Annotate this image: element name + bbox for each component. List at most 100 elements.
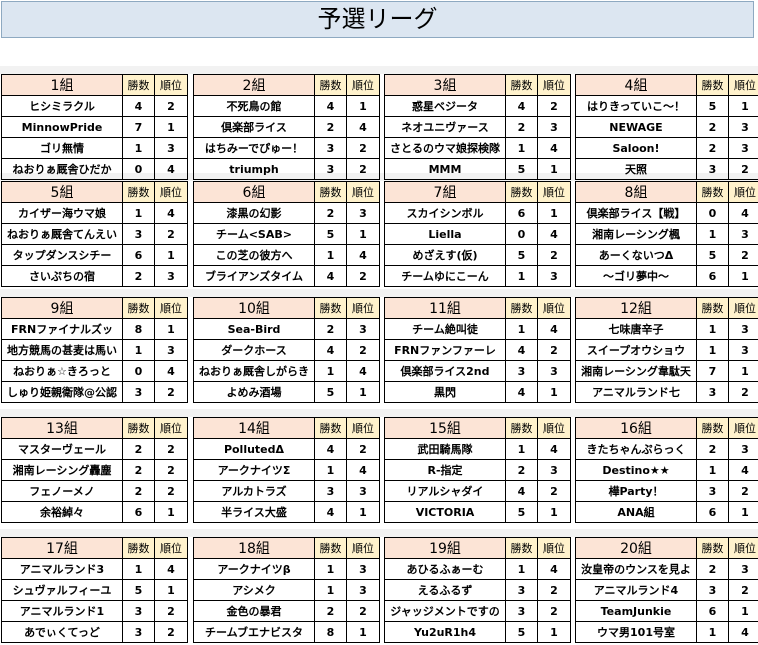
team-row: Destino★★ 1 4 — [575, 459, 758, 481]
wins: 0 — [696, 202, 729, 224]
team-row: ねおりぁ厩舎ひだか 0 4 — [1, 158, 188, 180]
team-name: ゴリ無情 — [1, 137, 123, 159]
team-row: 金色の暴君 2 2 — [193, 600, 380, 622]
wins: 3 — [696, 579, 729, 601]
wins-header: 勝数 — [696, 74, 729, 96]
wins-header: 勝数 — [122, 297, 155, 319]
wins: 5 — [505, 621, 538, 643]
team-name: ダークホース — [193, 339, 315, 361]
wins: 3 — [696, 158, 729, 180]
rank: 4 — [346, 360, 380, 382]
rank-header: 順位 — [728, 417, 758, 439]
group-name: 14組 — [193, 417, 315, 439]
group-table: 2組 勝数 順位 不死鳥の館 4 1 倶楽部ライス 2 4 はちみーでぴゅー！ 3 2 triumph 3… — [193, 74, 380, 180]
rank: 4 — [346, 116, 380, 138]
rank: 3 — [346, 202, 380, 224]
wins-header: 勝数 — [696, 537, 729, 559]
team-row: Liella 0 4 — [384, 223, 571, 245]
team-name: シュヴァルフィーユ — [1, 579, 123, 601]
team-row: アシメク 1 3 — [193, 579, 380, 601]
rank: 1 — [346, 621, 380, 643]
header-row: 5組 勝数 順位 — [1, 181, 188, 203]
team-name: チームゆにこーん — [384, 265, 506, 287]
rank: 2 — [154, 95, 188, 117]
wins: 1 — [505, 438, 538, 460]
header-row: 2組 勝数 順位 — [193, 74, 380, 96]
wins: 2 — [505, 459, 538, 481]
team-row: ダークホース 4 2 — [193, 339, 380, 361]
rank: 2 — [154, 480, 188, 502]
wins: 2 — [505, 116, 538, 138]
rank: 1 — [154, 244, 188, 266]
group-table: 19組 勝数 順位 あひるふぁーむ 1 4 えるふるず 3 2 ジャッジメントですの 3 2 Yu2uR… — [384, 537, 571, 643]
team-name: めざえす(仮) — [384, 244, 506, 266]
team-name: この芝の彼方へ — [193, 244, 315, 266]
team-name: PollutedΔ — [193, 438, 315, 460]
header-row: 4組 勝数 順位 — [575, 74, 758, 96]
group-name: 15組 — [384, 417, 506, 439]
wins: 2 — [314, 318, 347, 340]
team-name: 不死鳥の館 — [193, 95, 315, 117]
header-row: 1組 勝数 順位 — [1, 74, 188, 96]
team-row: あひるふぁーむ 1 4 — [384, 558, 571, 580]
header-row: 7組 勝数 順位 — [384, 181, 571, 203]
group-table: 5組 勝数 順位 カイザー海ウマ娘 1 4 ねおりぁ厩舎てんえい 3 2 タップダンスシチー 6 1 さ… — [1, 181, 188, 287]
team-name: チーム絶叫徒 — [384, 318, 506, 340]
rank: 1 — [537, 621, 571, 643]
wins: 0 — [505, 223, 538, 245]
rank: 2 — [728, 579, 758, 601]
team-name: ねおりぁ厩舎ひだか — [1, 158, 123, 180]
group-table: 16組 勝数 順位 きたちゃんぷらっく 2 3 Destino★★ 1 4 樺Party！ 3 2 AN… — [575, 417, 758, 523]
wins: 5 — [696, 244, 729, 266]
team-name: タップダンスシチー — [1, 244, 123, 266]
rank-header: 順位 — [537, 297, 571, 319]
wins: 4 — [314, 501, 347, 523]
team-row: はちみーでぴゅー！ 3 2 — [193, 137, 380, 159]
wins: 3 — [122, 621, 155, 643]
group-table: 12組 勝数 順位 七味唐辛子 1 3 スイープオウショウ 1 3 湘南レーシング韋駄天 7 1 アニマ… — [575, 297, 758, 403]
rank: 4 — [537, 223, 571, 245]
rank-header: 順位 — [346, 297, 380, 319]
team-name: えるふるず — [384, 579, 506, 601]
header-row: 20組 勝数 順位 — [575, 537, 758, 559]
wins: 3 — [314, 158, 347, 180]
rank: 1 — [346, 501, 380, 523]
team-name: Yu2uR1h4 — [384, 621, 506, 643]
rank: 2 — [346, 137, 380, 159]
team-name: あひるふぁーむ — [384, 558, 506, 580]
group-table: 15組 勝数 順位 武田騎馬隊 1 4 R-指定 2 3 リアルシャダイ 4 2 VICTORIA 5 1 — [384, 417, 571, 523]
rank-header: 順位 — [728, 297, 758, 319]
team-row: 惑星ベジータ 4 2 — [384, 95, 571, 117]
wins: 1 — [505, 137, 538, 159]
wins: 3 — [122, 223, 155, 245]
header-row: 16組 勝数 順位 — [575, 417, 758, 439]
rank: 3 — [154, 339, 188, 361]
rank: 1 — [154, 579, 188, 601]
wins: 4 — [314, 265, 347, 287]
team-row: ANA組 6 1 — [575, 501, 758, 523]
team-name: はりきっていこ～！ — [575, 95, 697, 117]
rank: 3 — [154, 265, 188, 287]
team-row: ジャッジメントですの 3 2 — [384, 600, 571, 622]
group-table: 1組 勝数 順位 ヒシミラクル 4 2 MinnowPride 7 1 ゴリ無情 1 3 ねおりぁ厩舎ひ… — [1, 74, 188, 180]
rank: 2 — [346, 158, 380, 180]
rank: 2 — [537, 480, 571, 502]
wins: 4 — [505, 95, 538, 117]
wins: 3 — [505, 600, 538, 622]
rank-header: 順位 — [728, 181, 758, 203]
wins-header: 勝数 — [505, 74, 538, 96]
team-name: ねおりぁ厩舎てんえい — [1, 223, 123, 245]
rank: 4 — [154, 558, 188, 580]
wins: 2 — [314, 600, 347, 622]
rank-header: 順位 — [346, 537, 380, 559]
rank: 2 — [537, 579, 571, 601]
team-row: よめみ酒場 5 1 — [193, 381, 380, 403]
team-name: 地方競馬の甚麦は馬い — [1, 339, 123, 361]
team-row: リアルシャダイ 4 2 — [384, 480, 571, 502]
group-table: 13組 勝数 順位 マスターヴェール 2 2 湘南レーシング轟塵 2 2 フェノーメノ 2 2 余裕綽々… — [1, 417, 188, 523]
header-row: 6組 勝数 順位 — [193, 181, 380, 203]
header-row: 19組 勝数 順位 — [384, 537, 571, 559]
team-name: 漆黒の幻影 — [193, 202, 315, 224]
team-name: アークナイツΣ — [193, 459, 315, 481]
wins-header: 勝数 — [122, 537, 155, 559]
